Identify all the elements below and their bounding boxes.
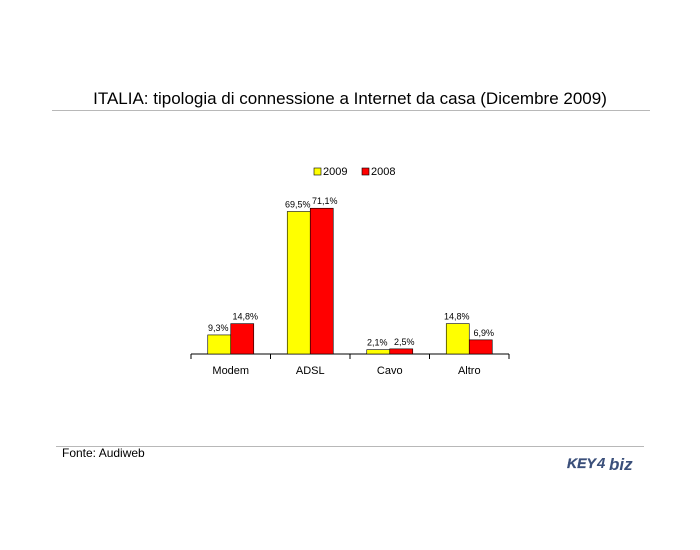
data-label-2008-cavo: 2,5% [394,337,415,347]
source-note: Fonte: Audiweb [62,446,145,460]
legend-swatch-2008 [361,167,370,176]
bar-2008-adsl [309,207,334,355]
legend-swatch-2009 [313,167,322,176]
legend-label-2008: 2008 [371,166,395,178]
bar-2009-altro [445,323,470,355]
bar-2009-adsl [286,211,311,355]
category-label-modem: Modem [212,365,249,377]
footer-divider [56,446,644,447]
bar-2008-cavo [389,348,414,355]
data-label-2008-modem: 14,8% [232,312,258,322]
bar-2008-modem [230,323,255,355]
data-label-2009-altro: 14,8% [444,312,470,322]
chart-title: ITALIA: tipologia di connessione a Inter… [93,89,607,108]
category-label-cavo: Cavo [377,365,403,377]
key4biz-logo: KEY 4 biz [567,455,633,474]
data-label-2009-cavo: 2,1% [367,338,388,348]
category-label-adsl: ADSL [296,365,325,377]
bar-2009-cavo [366,349,391,355]
svg-text:KEY: KEY [567,455,597,471]
bar-2009-modem [207,334,232,355]
data-label-2009-adsl: 69,5% [285,200,311,210]
bar-2008-altro [468,339,493,355]
legend-label-2009: 2009 [323,166,347,178]
data-label-2009-modem: 9,3% [208,323,229,333]
data-label-2008-altro: 6,9% [473,328,494,338]
data-label-2008-adsl: 71,1% [312,196,338,206]
title-divider [52,110,650,111]
svg-text:biz: biz [609,455,633,474]
svg-text:4: 4 [596,455,606,472]
category-label-altro: Altro [458,365,481,377]
